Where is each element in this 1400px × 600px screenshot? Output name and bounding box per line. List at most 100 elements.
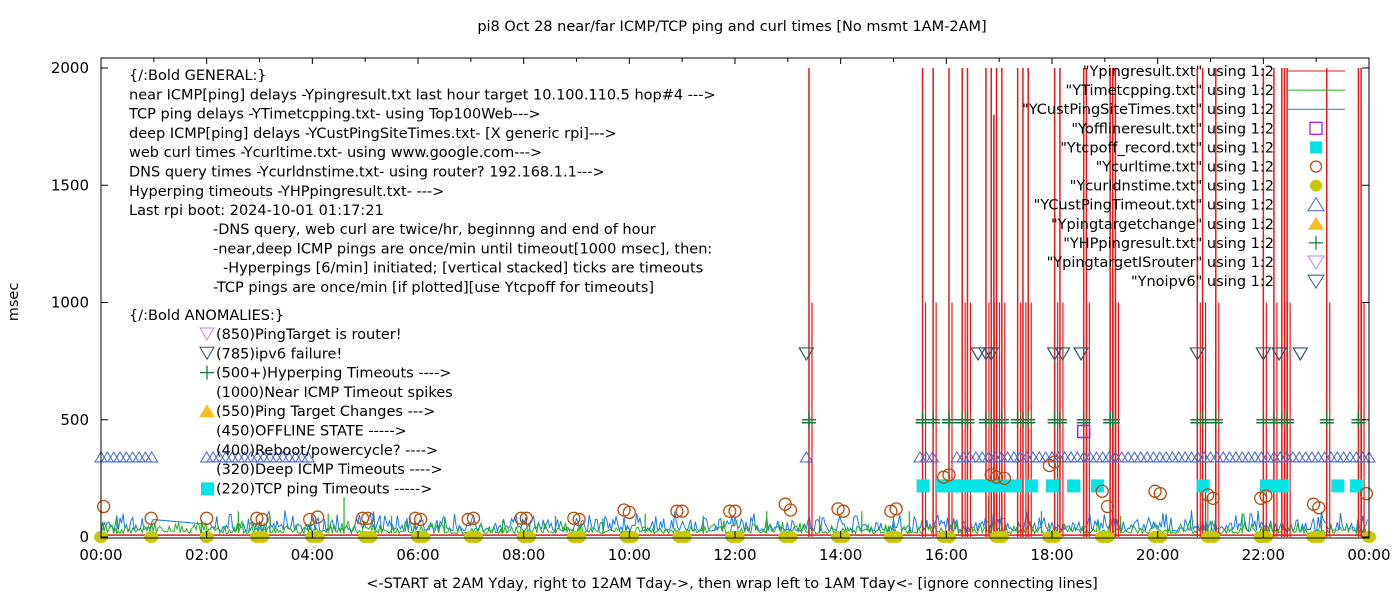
ycurldnstime-marker (624, 531, 639, 543)
ycurldnstime-marker (677, 531, 692, 543)
ycurltime-marker (783, 503, 798, 517)
ytcpoff-marker (956, 479, 970, 493)
ycustpingtimeout-marker (1032, 450, 1047, 463)
legend-circle-icon (1309, 160, 1323, 173)
yhppingresult-marker (994, 411, 1009, 428)
ycurltime-marker (836, 504, 850, 518)
yhppingresult-marker (1195, 411, 1210, 428)
note-line: -DNS query, web curl are twice/hr, begin… (213, 222, 656, 238)
yhppingresult-marker (1280, 411, 1295, 428)
x-tick-label: 00:00 (79, 546, 122, 564)
legend-label: "Yofflineresult.txt" using 1:2 (1071, 121, 1274, 137)
ytcpoff-marker (1275, 479, 1289, 493)
ycustpingtimeout-marker (1152, 450, 1167, 463)
legend-plus-icon (1309, 235, 1323, 250)
yhppingresult-marker (1105, 411, 1120, 428)
ycurltime-marker (889, 502, 903, 516)
ytcpoff-marker (1046, 479, 1059, 493)
general-line: near ICMP[ping] delays -Ypingresult.txt … (129, 87, 716, 103)
ycustpingtimeout-marker (1254, 450, 1269, 463)
ycustpingtimeout-marker (1159, 450, 1174, 463)
ycurltime-marker (675, 504, 689, 518)
general-header: {/:Bold GENERAL:} (129, 68, 267, 84)
ynoipv6-marker (798, 347, 815, 362)
general-line: Hyperping timeouts -YHPpingresult.txt- -… (129, 184, 444, 200)
ycustpingtimeout-marker (1089, 450, 1104, 463)
legend-label: "YHPpingresult.txt" using 1:2 (1063, 236, 1274, 252)
ycustpingtimeout-marker (1171, 450, 1186, 463)
ycurltime-marker (670, 504, 684, 518)
ycurltime-marker (728, 504, 742, 518)
ycurldnstime-marker (730, 531, 745, 543)
yhppingresult-marker (941, 411, 956, 428)
y-tick-label: 1500 (51, 176, 89, 194)
ycustpingtimeout-marker (950, 450, 964, 463)
ycustpingtimeout-marker (125, 450, 140, 463)
ycustpingtimeout-marker (1343, 450, 1357, 463)
ycurltime-marker (361, 511, 375, 525)
ycurldnstime-marker (469, 531, 484, 543)
note-line: -TCP pings are once/min [if plotted][use… (213, 280, 654, 296)
ynoipv6-marker (1189, 347, 1206, 362)
ycurltime-marker (408, 511, 423, 525)
ycustpingtimeout-marker (144, 450, 159, 463)
ycurldnstime-marker (889, 531, 904, 543)
ynoipv6-marker (969, 347, 987, 362)
ycurltime-marker (466, 511, 481, 525)
ycurltime-marker (310, 510, 325, 524)
y-tick-label: 1000 (51, 294, 89, 312)
legend-label: "YCustPingTimeout.txt" using 1:2 (1034, 198, 1274, 214)
ycurldnstime-marker (255, 531, 270, 543)
ycurldnstime-marker (521, 531, 536, 543)
ycurltime-marker (303, 512, 317, 527)
note-line: -Hyperpings [6/min] initiated; [vertical… (223, 261, 703, 277)
ycustpingtimeout-marker (106, 450, 121, 463)
triangle-down-icon (199, 327, 215, 341)
ycustpingtimeout-marker (1305, 450, 1319, 463)
ycurltime-marker (355, 511, 370, 525)
ycustpingsitetimes-line (100, 510, 1368, 533)
chart-title: pi8 Oct 28 near/far ICMP/TCP ping and cu… (477, 19, 986, 35)
ycurltime-marker (144, 511, 158, 525)
yhppingresult-marker (801, 411, 816, 428)
legend-label: "Ycurltime.txt" using 1:2 (1096, 160, 1274, 176)
ycustpingtimeout-marker (1247, 450, 1262, 463)
ycustpingtimeout-marker (1095, 450, 1110, 463)
general-line: web curl times -Ycurltime.txt- using www… (129, 145, 542, 161)
x-tick-label: 06:00 (396, 546, 439, 564)
plus-icon (200, 365, 214, 380)
ycurltime-marker (1047, 455, 1062, 469)
ytcpoff-marker (916, 479, 930, 493)
y-tick-label: 2000 (51, 59, 89, 77)
yhppingresult-marker (960, 411, 975, 428)
ycustpingtimeout-marker (119, 450, 134, 463)
ycustpingtimeout-marker (301, 450, 315, 463)
legend-label: "Ytcpoff_record.txt" using 1:2 (1060, 140, 1274, 156)
ycurldnstime-marker (1047, 531, 1062, 543)
ycurltime-marker (567, 511, 581, 525)
legend-label: "Ypingresult.txt" using 1:2 (1083, 64, 1274, 80)
ynoipv6-marker (1073, 347, 1090, 362)
anomaly-line: (320)Deep ICMP Timeouts ----> (216, 462, 443, 478)
x-tick-label: 14:00 (819, 546, 862, 564)
y-tick-label: 0 (79, 528, 89, 546)
ycustpingtimeout-marker (1235, 450, 1250, 463)
ytcpoff-marker (1024, 479, 1038, 493)
ycurltime-marker (1312, 501, 1326, 515)
y-axis-label: msec (6, 283, 22, 322)
legend-circle-icon (1310, 179, 1322, 192)
ycurltime-marker (572, 512, 586, 527)
ytcpoff-marker (1090, 479, 1104, 493)
ycustpingtimeout-marker (1228, 450, 1243, 463)
ycurltime-marker (413, 512, 428, 527)
legend-triangle-up-icon (1307, 196, 1325, 212)
ycustpingtimeout-marker (1222, 450, 1237, 463)
ycustpingtimeout-marker (1064, 450, 1078, 463)
ytcpoff-marker (1009, 479, 1023, 493)
ycustpingtimeout-marker (1070, 450, 1085, 463)
legend-label: "Ycurldnstime.txt" using 1:2 (1070, 179, 1274, 195)
ycurldnstime-marker (1100, 531, 1115, 543)
yhppingresult-marker (1208, 411, 1223, 428)
ycurldnstime-marker (836, 531, 851, 543)
